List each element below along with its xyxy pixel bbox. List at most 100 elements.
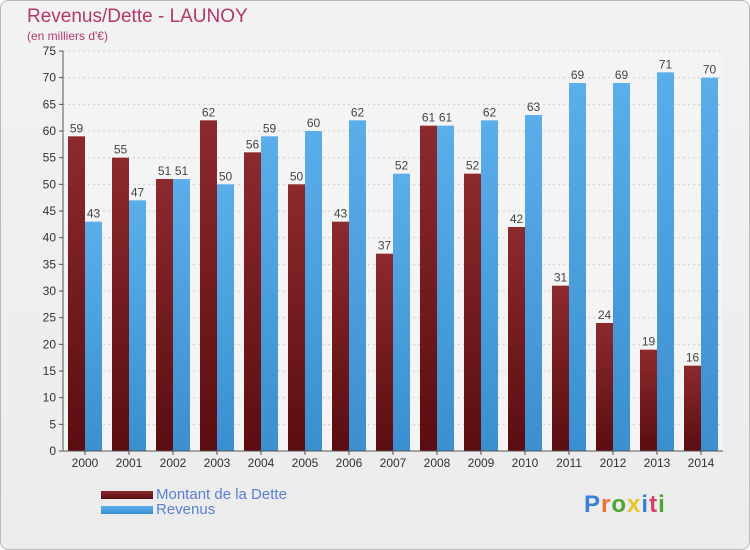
y-tick-label: 0 — [49, 444, 56, 458]
bar-debt — [596, 323, 613, 451]
bar-revenus — [393, 173, 410, 451]
x-tick-label: 2007 — [380, 456, 407, 470]
logo-letter: i — [658, 491, 666, 518]
legend-swatch-revenus — [101, 506, 153, 514]
y-tick-label: 50 — [43, 177, 57, 191]
bar-value-label: 56 — [246, 137, 260, 151]
x-tick-label: 2014 — [688, 456, 715, 470]
bar-revenus — [129, 200, 146, 451]
bar-revenus — [261, 136, 278, 452]
x-tick-label: 2003 — [204, 456, 231, 470]
bar-value-label: 50 — [219, 169, 233, 183]
bar-value-label: 51 — [175, 164, 189, 178]
bar-value-label: 43 — [334, 207, 348, 221]
bar-debt — [684, 365, 701, 451]
bar-debt — [288, 184, 305, 452]
bar-value-label: 42 — [510, 212, 524, 226]
bar-value-label: 43 — [87, 207, 101, 221]
bar-value-label: 62 — [202, 105, 216, 119]
proxiti-logo: Proxiti — [584, 491, 666, 519]
bar-debt — [332, 221, 349, 451]
bar-debt — [112, 157, 129, 451]
x-tick-label: 2002 — [160, 456, 187, 470]
bar-value-label: 60 — [307, 116, 321, 130]
bar-value-label: 61 — [422, 111, 436, 125]
bar-value-label: 69 — [615, 68, 629, 82]
bar-revenus — [437, 125, 454, 452]
logo-letter: x — [627, 491, 642, 518]
logo-letter: P — [584, 491, 602, 518]
bar-debt — [464, 173, 481, 451]
bar-debt — [68, 136, 85, 452]
bar-revenus — [85, 221, 102, 451]
y-tick-label: 15 — [43, 364, 57, 378]
bar-value-label: 71 — [659, 57, 673, 71]
bar-revenus — [613, 83, 630, 451]
x-tick-label: 2005 — [292, 456, 319, 470]
bar-debt — [200, 120, 217, 451]
bar-value-label: 62 — [483, 105, 497, 119]
bar-revenus — [569, 83, 586, 451]
bar-debt — [420, 125, 437, 452]
y-tick-label: 30 — [43, 284, 57, 298]
bar-revenus — [173, 179, 190, 451]
bar-revenus — [217, 184, 234, 452]
bar-value-label: 52 — [395, 159, 409, 173]
legend-label-debt: Montant de la Dette — [156, 486, 287, 503]
bar-debt — [552, 285, 569, 451]
bar-value-label: 19 — [642, 335, 656, 349]
y-tick-label: 40 — [43, 231, 57, 245]
y-tick-label: 55 — [43, 151, 57, 165]
x-tick-label: 2008 — [424, 456, 451, 470]
bar-debt — [508, 227, 525, 451]
bar-value-label: 55 — [114, 143, 128, 157]
bar-value-label: 24 — [598, 308, 612, 322]
bar-revenus — [657, 72, 674, 451]
x-tick-label: 2006 — [336, 456, 363, 470]
y-tick-label: 20 — [43, 337, 57, 351]
y-tick-label: 65 — [43, 97, 57, 111]
bar-value-label: 70 — [703, 63, 717, 77]
chart-subtitle: (en milliers d'€) — [27, 29, 108, 43]
bar-value-label: 63 — [527, 100, 541, 114]
bar-value-label: 69 — [571, 68, 585, 82]
bar-revenus — [349, 120, 366, 451]
bar-value-label: 61 — [439, 111, 453, 125]
bar-debt — [640, 349, 657, 451]
x-tick-label: 2011 — [556, 456, 582, 470]
bar-value-label: 59 — [263, 121, 277, 135]
bar-value-label: 51 — [158, 164, 172, 178]
logo-letter: r — [601, 491, 612, 518]
bar-value-label: 50 — [290, 169, 304, 183]
x-tick-label: 2000 — [72, 456, 99, 470]
y-tick-label: 35 — [43, 257, 57, 271]
x-tick-label: 2001 — [116, 456, 143, 470]
bar-revenus — [525, 115, 542, 451]
logo-letter: o — [611, 491, 628, 518]
y-tick-label: 60 — [43, 124, 57, 138]
x-tick-label: 2004 — [248, 456, 275, 470]
y-tick-label: 70 — [43, 71, 57, 85]
x-tick-label: 2009 — [468, 456, 495, 470]
bar-value-label: 37 — [378, 239, 392, 253]
y-tick-label: 75 — [43, 44, 57, 58]
legend-swatch-debt — [101, 491, 153, 499]
bar-value-label: 47 — [131, 185, 145, 199]
bar-revenus — [481, 120, 498, 451]
bar-debt — [376, 253, 393, 451]
logo-letter: i — [641, 491, 650, 518]
chart-title: Revenus/Dette - LAUNOY — [27, 6, 248, 27]
bar-value-label: 52 — [466, 159, 480, 173]
bar-value-label: 16 — [686, 351, 700, 365]
y-tick-label: 10 — [43, 391, 57, 405]
bar-value-label: 62 — [351, 105, 365, 119]
y-tick-label: 5 — [49, 417, 56, 431]
bar-value-label: 59 — [70, 121, 84, 135]
legend-label-revenus: Revenus — [156, 501, 216, 518]
bar-debt — [244, 152, 261, 452]
x-tick-label: 2013 — [644, 456, 671, 470]
bar-debt — [156, 179, 173, 451]
bar-revenus — [701, 77, 718, 452]
